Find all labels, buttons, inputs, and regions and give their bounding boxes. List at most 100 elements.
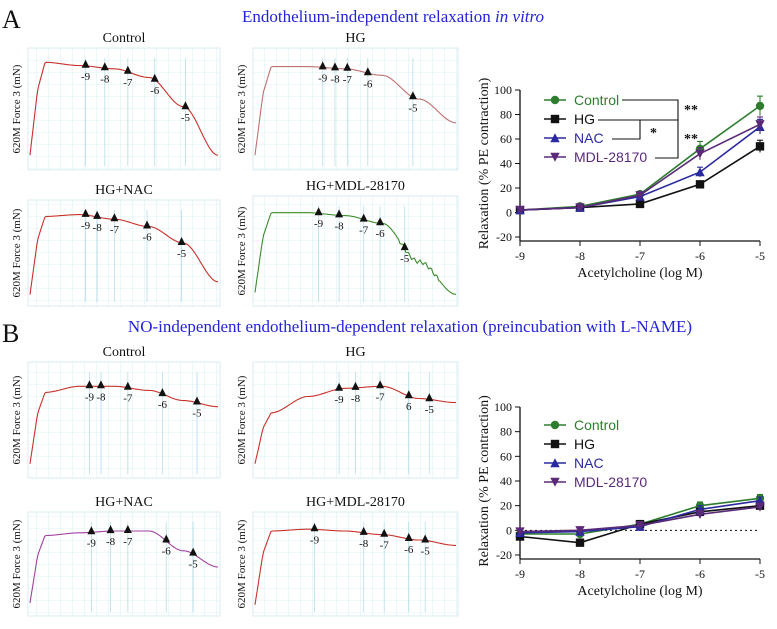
tracing-marker-label: -8 [100,73,110,85]
tracing-b-1: HG 620M Force 3 (mN) -9 -8 -7 6 -5 [236,345,459,479]
tracing-ylabel: 620M Force 3 (mN) [236,519,248,608]
tracing-arrow [123,525,132,533]
tracing-ylabel: 620M Force 3 (mN) [236,206,248,295]
tracing-marker-label: -8 [106,536,116,548]
panel-a-title-main: Endothelium-independent relaxation [242,7,495,26]
tracing-arrow [335,209,344,218]
tracing-marker-label: -7 [343,74,353,86]
significance-bracket [598,119,641,140]
legend-item-control: Control [544,92,619,108]
x-tick-label: -6 [695,249,705,263]
tracing-arrow [81,59,90,68]
panel-b-title: NO-independent endothelium-dependent rel… [128,317,692,336]
tracing-marker-label: -8 [335,220,345,232]
tracing-arrow [110,213,119,222]
tracing-curve [254,66,457,156]
y-tick-label: 40 [500,474,512,488]
x-tick-label: -5 [755,567,765,581]
y-axis-label: Relaxation (% PE contraction) [477,395,492,567]
tracing-marker-label: -7 [110,224,120,236]
data-point [515,205,525,215]
tracing-a-1: HG 620M Force 3 (mN) -9 -8 -7 -6 -5 [236,31,459,171]
legend-marker [550,477,560,487]
data-point [695,510,705,519]
legend-label: NAC [574,130,604,146]
x-axis-label: Acetylcholine (log M) [577,266,703,281]
tracing-marker-label: -9 [310,534,320,546]
y-tick-label: 0 [506,206,512,220]
panel-a-title-italic: in vitro [495,7,544,26]
y-tick-label: 40 [500,157,512,171]
data-point [755,502,765,512]
tracing-label: HG+NAC [95,183,153,198]
concentration-response-chart-a: -20 0 20 40 60 80 100 -9 -8 -7 -6 -5 Acetylcholine (… [477,77,765,281]
tracing-arrow [351,381,360,390]
tracing-marker-label: -7 [376,391,386,403]
tracing-arrow [376,380,385,389]
data-point [755,120,765,129]
y-tick-label: 80 [500,425,512,439]
y-tick-label: -20 [496,230,512,244]
tracing-marker-label: -6 [158,399,168,411]
y-tick-label: 60 [500,449,512,463]
tracing-arrow [335,382,344,391]
x-tick-label: -7 [635,567,645,581]
legend-label: Control [574,417,619,433]
y-tick-label: 20 [500,499,512,513]
tracing-marker-label: -5 [400,253,410,265]
series-mdl-28170 [515,502,765,537]
tracing-marker-label: -6 [150,85,160,97]
tracing-arrow [143,220,152,229]
tracing-arrow [87,526,96,535]
tracing-arrow [123,65,132,74]
legend-item-nac: NAC [544,130,604,146]
tracing-a-0: Control 620M Force 3 (mN) -9 -8 -7 -6 -5 [11,31,221,171]
x-tick-label: -5 [755,249,765,263]
data-point [695,167,705,177]
tracing-arrow [85,380,94,389]
tracing-arrow [100,62,109,71]
tracing-label: HG [345,345,365,360]
tracing-marker-label: -9 [314,218,324,230]
y-axis-label: Relaxation (% PE contraction) [477,77,492,249]
tracing-marker-label: -9 [335,394,345,406]
x-tick-label: -8 [575,567,585,581]
panel-a-title: Endothelium-independent relaxation in vi… [242,7,544,26]
tracing-arrow [93,210,102,219]
data-point [575,526,585,536]
data-point [515,527,525,537]
significance-mark: ** [684,132,698,147]
tracing-arrow [310,523,319,532]
tracing-label: Control [103,345,146,360]
tracing-ylabel: 620M Force 3 (mN) [236,64,248,153]
tracing-marker-label: -6 [142,232,152,244]
tracing-curve [29,385,218,464]
tracing-marker-label: -9 [318,72,328,84]
tracing-arrow [162,534,171,543]
significance-bracket [640,119,679,159]
data-point [695,180,705,189]
tracing-ylabel: 620M Force 3 (mN) [11,208,23,297]
x-tick-label: -9 [515,567,525,581]
tracing-arrow [177,237,186,245]
legend-label: MDL-28170 [574,149,647,165]
legend-item-mdl-28170: MDL-28170 [544,149,647,165]
tracing-marker-label: -9 [85,391,95,403]
tracing-marker-label: -9 [81,220,91,232]
data-point [695,149,705,159]
tracing-arrow [359,213,368,222]
tracing-marker-label: -6 [376,228,386,240]
data-point [575,203,585,213]
tracing-arrow [158,388,167,397]
tracing-marker-label: -5 [408,102,418,114]
tracing-b-2: HG+NAC 620M Force 3 (mN) -9 -8 -7 -6 -5 [11,495,221,617]
concentration-response-chart-b: -20 0 20 40 60 80 100 -9 -8 -7 -6 -5 Acetylcholine (… [477,395,765,599]
legend-item-control: Control [544,417,619,433]
data-point [755,142,765,151]
tracing-grid [252,511,459,617]
y-tick-label: 80 [500,108,512,122]
series-mdl-28170 [515,116,765,215]
legend-marker [550,439,560,449]
